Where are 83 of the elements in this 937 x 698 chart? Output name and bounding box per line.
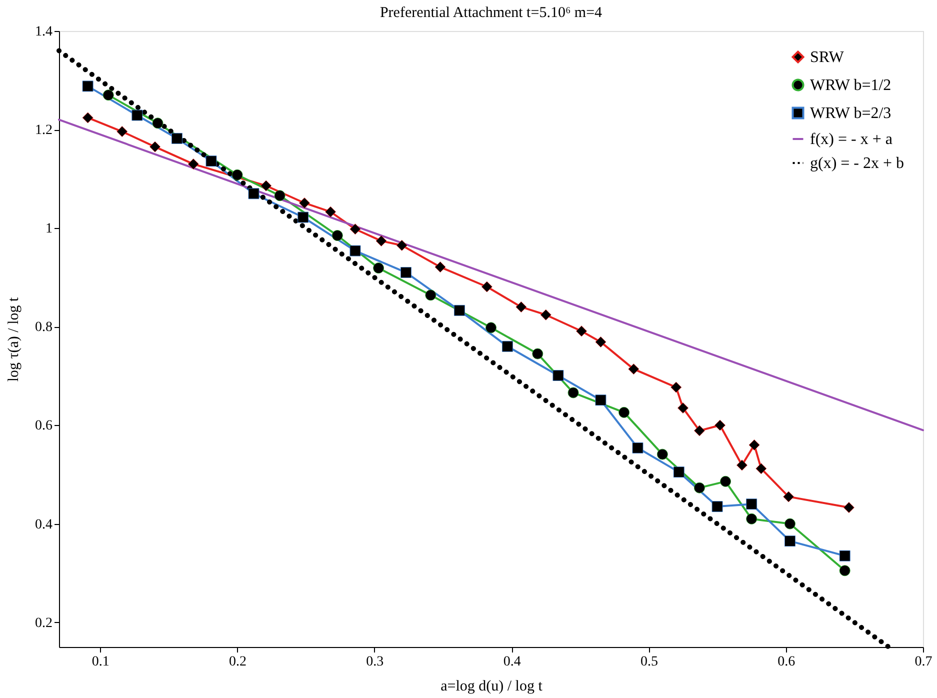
point xyxy=(248,188,260,200)
x-tick-label: 0.4 xyxy=(503,654,521,670)
point xyxy=(784,536,796,547)
point xyxy=(350,245,361,256)
point xyxy=(618,406,630,418)
point xyxy=(552,370,564,381)
point xyxy=(232,169,243,180)
point xyxy=(82,80,94,92)
x-axis-title: a=log d(u) / log t xyxy=(440,678,544,694)
point xyxy=(502,340,513,352)
y-tick-label: 0.8 xyxy=(35,320,52,336)
point xyxy=(540,309,552,320)
point xyxy=(102,90,114,101)
point xyxy=(568,387,579,398)
point xyxy=(736,460,748,471)
x-tick-label: 0.2 xyxy=(229,654,247,670)
point xyxy=(532,348,544,360)
point xyxy=(132,110,143,121)
point xyxy=(486,322,496,334)
point xyxy=(150,141,160,152)
point xyxy=(694,482,705,494)
point xyxy=(454,304,465,316)
point xyxy=(325,206,336,218)
point xyxy=(670,382,682,393)
point xyxy=(748,439,760,450)
point xyxy=(784,518,796,530)
point xyxy=(746,498,758,510)
y-axis-title: log τ(a) / log t xyxy=(6,296,22,382)
point xyxy=(628,364,640,375)
point xyxy=(656,448,668,460)
y-tick-label: 0.6 xyxy=(35,418,52,434)
point xyxy=(206,156,217,167)
point xyxy=(396,240,408,251)
point xyxy=(260,180,272,192)
point xyxy=(171,132,182,144)
point xyxy=(373,262,384,274)
legend-label: f(x) = - x + a xyxy=(810,131,892,148)
point xyxy=(376,235,387,246)
y-tick-label: 1.4 xyxy=(35,24,52,40)
legend-label: SRW xyxy=(810,49,845,66)
point xyxy=(783,491,794,502)
point xyxy=(116,126,128,138)
point xyxy=(756,463,767,474)
chart-title: Preferential Attachment t=5.10⁶ m=4 xyxy=(380,5,603,21)
x-tick-label: 0.5 xyxy=(640,654,658,670)
y-tick-label: 0.2 xyxy=(35,616,52,631)
point xyxy=(188,158,199,170)
point xyxy=(425,290,436,301)
point xyxy=(576,326,588,337)
point xyxy=(82,112,94,124)
point xyxy=(694,425,705,436)
point xyxy=(746,513,758,524)
point xyxy=(714,420,726,431)
x-tick-label: 0.7 xyxy=(914,654,932,670)
point xyxy=(632,442,644,454)
point xyxy=(712,501,723,512)
legend-label: WRW b=1/2 xyxy=(810,77,892,94)
legend-label: g(x) = - 2x + b xyxy=(810,155,904,172)
point xyxy=(350,224,361,235)
point xyxy=(434,262,446,273)
x-tick-label: 0.1 xyxy=(92,654,110,670)
x-tick-label: 0.3 xyxy=(366,654,384,670)
point xyxy=(481,281,492,292)
x-tick-label: 0.6 xyxy=(778,654,796,670)
point xyxy=(673,466,684,478)
point xyxy=(720,476,732,487)
point xyxy=(595,394,606,406)
point xyxy=(298,212,309,223)
point xyxy=(595,336,606,348)
y-tick-label: 1.2 xyxy=(35,123,52,138)
point xyxy=(332,230,343,241)
point xyxy=(400,266,412,278)
point xyxy=(839,550,850,562)
point xyxy=(516,301,527,312)
point xyxy=(678,402,688,414)
y-tick-label: 0.4 xyxy=(35,517,52,532)
legend-label: WRW b=2/3 xyxy=(810,105,892,122)
point xyxy=(843,502,854,514)
y-tick-label: 1 xyxy=(46,222,52,237)
point xyxy=(298,197,310,208)
point xyxy=(152,118,164,129)
point xyxy=(839,565,850,576)
point xyxy=(274,190,286,202)
